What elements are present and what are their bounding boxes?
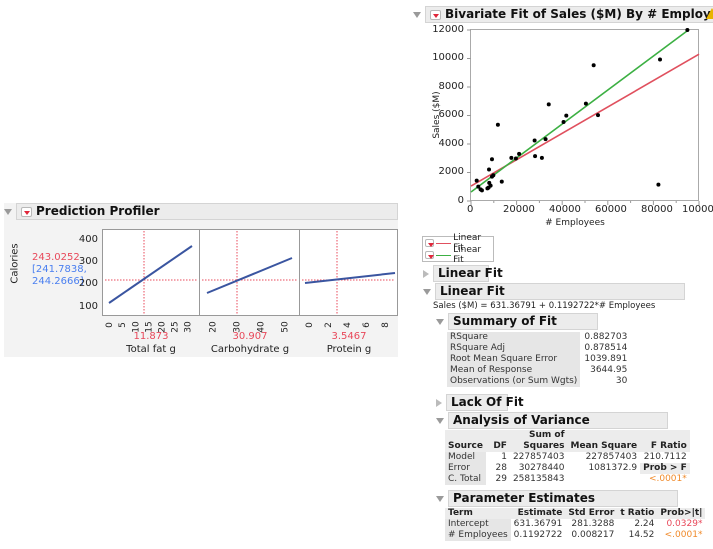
bivariate-outline: Bivariate Fit of Sales ($M) By # Employe…: [413, 6, 713, 23]
data-point[interactable]: [532, 138, 537, 143]
anova-outline: Analysis of Variance: [436, 412, 668, 429]
ci-low: [241.7838,: [32, 264, 87, 275]
anova-table: Sum of Source DF Squares Mean Square F R…: [445, 430, 690, 485]
data-point[interactable]: [564, 113, 569, 118]
data-point[interactable]: [591, 63, 596, 68]
data-point[interactable]: [495, 122, 500, 127]
data-point[interactable]: [561, 120, 566, 125]
red-line-swatch: [435, 242, 452, 244]
disclosure-triangle-icon[interactable]: [4, 208, 12, 215]
params-header[interactable]: Parameter Estimates: [448, 490, 678, 507]
protein-label: Protein g: [326, 344, 372, 355]
fit-equation: Sales ($M) = 631.36791 + 0.1192722*# Emp…: [433, 301, 656, 311]
disclosure-triangle-icon[interactable]: [436, 318, 444, 325]
data-point[interactable]: [489, 174, 494, 179]
data-point[interactable]: [539, 155, 544, 160]
anova-header[interactable]: Analysis of Variance: [448, 412, 668, 429]
table-row: RSquare Adj 0.878514: [447, 343, 630, 354]
fit-legend: Linear Fit Linear Fit: [422, 233, 494, 265]
scatter-plot[interactable]: [465, 26, 705, 206]
x-tick-labels: 0 20000 40000 60000 80000 100000: [467, 204, 713, 215]
lack-of-fit-outline: Lack Of Fit: [436, 394, 524, 411]
table-row: RSquare 0.882703: [447, 332, 630, 343]
data-point[interactable]: [485, 186, 490, 191]
profiler-title: Prediction Profiler: [36, 204, 160, 218]
table-row: Model 1 227857403 227857403 210.7112: [445, 452, 690, 463]
disclosure-triangle-icon[interactable]: [423, 288, 431, 295]
table-row: # Employees 0.1192722 0.008217 14.52 <.0…: [445, 530, 705, 541]
profiler-y-axis: 400 300 200 100: [78, 234, 98, 312]
total-fat-label: Total fat g: [126, 344, 176, 355]
legend-item-green[interactable]: Linear Fit: [423, 245, 493, 265]
linear-fit-2-header[interactable]: Linear Fit: [435, 283, 685, 300]
red-triangle-menu-icon[interactable]: [430, 9, 441, 20]
disclosure-triangle-right-icon[interactable]: [423, 269, 429, 278]
ci-high: 244.2666]: [32, 276, 84, 287]
warning-icon[interactable]: [706, 8, 713, 19]
bivariate-header[interactable]: Bivariate Fit of Sales ($M) By # Employe…: [425, 6, 713, 23]
data-point[interactable]: [509, 155, 514, 160]
table-row: C. Total 29 258135843 <.0001*: [445, 474, 690, 485]
disclosure-triangle-icon[interactable]: [436, 417, 444, 424]
data-point[interactable]: [658, 57, 663, 62]
data-point[interactable]: [546, 102, 551, 107]
data-point[interactable]: [489, 157, 494, 162]
table-row: Mean of Response 3644.95: [447, 365, 630, 376]
summary-header[interactable]: Summary of Fit: [448, 313, 598, 330]
disclosure-triangle-right-icon[interactable]: [436, 398, 442, 407]
table-row: Observations (or Sum Wgts) 30: [447, 376, 630, 387]
bivariate-title: Bivariate Fit of Sales ($M) By # Employe…: [445, 7, 713, 21]
red-triangle-menu-icon[interactable]: [425, 251, 434, 259]
data-point[interactable]: [583, 101, 588, 106]
profiler-header[interactable]: Prediction Profiler: [16, 203, 398, 220]
y-tick-labels: 12000 10000 8000 6000 4000 2000 0: [432, 24, 464, 206]
data-point[interactable]: [517, 151, 522, 156]
data-point[interactable]: [513, 156, 518, 161]
data-point[interactable]: [595, 113, 600, 118]
data-point[interactable]: [543, 137, 548, 142]
lack-of-fit-header[interactable]: Lack Of Fit: [446, 394, 524, 411]
linear-fit-1-header[interactable]: Linear Fit: [433, 265, 503, 282]
data-point[interactable]: [487, 167, 492, 172]
x-axis-label: # Employees: [545, 218, 605, 228]
data-point[interactable]: [656, 182, 661, 187]
profiler-plots[interactable]: [102, 229, 398, 317]
predicted-value: 243.0252: [32, 252, 80, 263]
summary-outline: Summary of Fit: [436, 313, 598, 330]
data-point[interactable]: [474, 178, 479, 183]
data-point[interactable]: [476, 184, 481, 189]
green-line-swatch: [435, 254, 452, 256]
disclosure-triangle-icon[interactable]: [436, 495, 444, 502]
summary-table: RSquare 0.882703 RSquare Adj 0.878514 Root…: [447, 332, 630, 387]
params-outline: Parameter Estimates: [436, 490, 678, 507]
data-point[interactable]: [479, 188, 484, 193]
table-header-row: Term Estimate Std Error t Ratio Prob>|t|: [445, 508, 706, 519]
data-point[interactable]: [533, 154, 538, 159]
table-row: Intercept 631.36791 281.3288 2.24 0.0329…: [445, 519, 705, 530]
data-point[interactable]: [685, 28, 690, 32]
red-triangle-menu-icon[interactable]: [425, 239, 434, 247]
response-label: Calories: [9, 243, 21, 284]
protein-current[interactable]: 3.5467: [331, 331, 367, 342]
linear-fit-1-outline: Linear Fit: [423, 265, 503, 282]
carbohydrate-current[interactable]: 30.907: [232, 331, 268, 342]
total-fat-current[interactable]: 11.873: [133, 331, 169, 342]
params-table: Term Estimate Std Error t Ratio Prob>|t|…: [445, 508, 706, 541]
linear-fit-2-outline: Linear Fit: [423, 283, 685, 300]
disclosure-triangle-icon[interactable]: [413, 11, 421, 18]
table-row: Error 28 30278440 1081372.9 Prob > F: [445, 463, 690, 474]
table-header-row: Source DF Squares Mean Square F Ratio: [445, 441, 690, 452]
carbohydrate-label: Carbohydrate g: [210, 344, 290, 355]
legend-item-red[interactable]: Linear Fit: [423, 233, 493, 253]
table-row: Root Mean Square Error 1039.891: [447, 354, 630, 365]
table-header-row: Sum of: [445, 430, 690, 441]
data-point[interactable]: [499, 179, 504, 184]
red-triangle-menu-icon[interactable]: [21, 206, 32, 217]
